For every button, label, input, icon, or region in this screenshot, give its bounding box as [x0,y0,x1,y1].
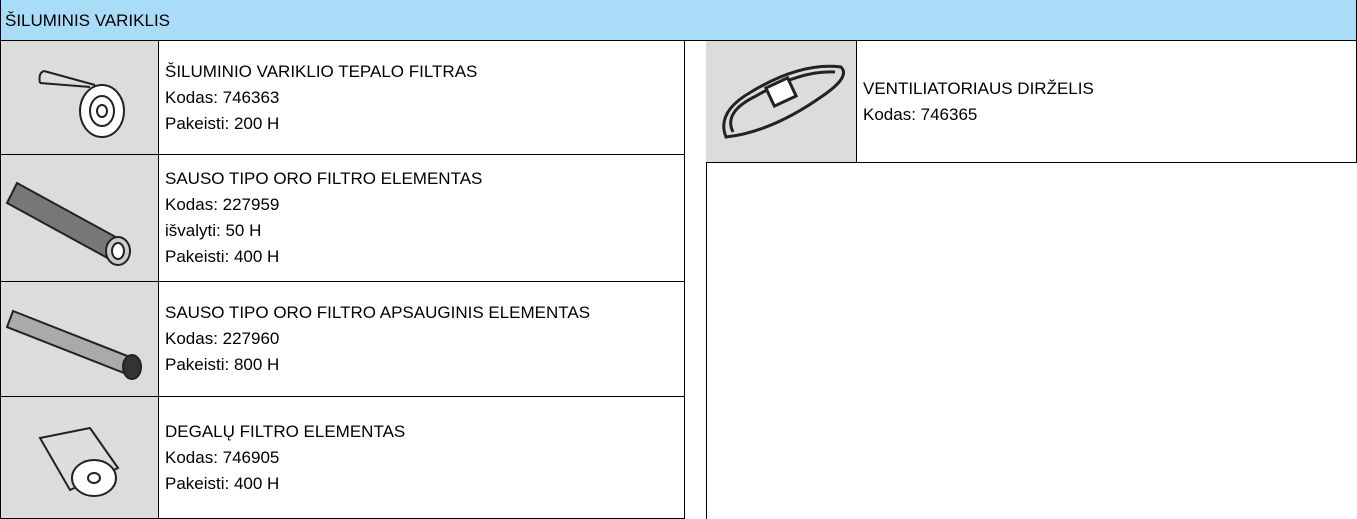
item-line: Kodas: 227960 [165,329,280,348]
item-line: SAUSO TIPO ORO FILTRO ELEMENTAS [165,169,483,188]
item-image [706,41,857,163]
item-image [1,397,159,519]
item-line: DEGALŲ FILTRO ELEMENTAS [165,421,406,441]
item-line: Kodas: 746905 [165,447,280,467]
item-text: DEGALŲ FILTRO ELEMENTAS Kodas: 746905 Pake… [158,397,685,519]
item-text: VENTILIATORIAUS DIRŽELIS Kodas: 746365 [856,41,1357,163]
item-image [1,282,159,397]
item-line: SAUSO TIPO ORO FILTRO APSAUGINIS ELEMENT… [165,303,591,322]
item-image [1,41,159,155]
item-line: Kodas: 746363 [165,87,280,107]
item-line: Kodas: 746365 [863,104,978,124]
item-line: Pakeisti: 400 H [165,247,280,266]
section-header: ŠILUMINIS VARIKLIS [1,0,1357,41]
item-line: Pakeisti: 200 H [165,113,280,133]
item-line: ŠILUMINIO VARIKLIO TEPALO FILTRAS [165,61,478,81]
item-line: Kodas: 227959 [165,195,280,214]
item-line: Pakeisti: 800 H [165,355,280,374]
divider [706,41,707,519]
item-line: Pakeisti: 400 H [165,473,280,493]
item-line: išvalyti: 50 H [165,221,262,240]
item-text: SAUSO TIPO ORO FILTRO ELEMENTAS Kodas: 22… [158,155,685,282]
item-text: SAUSO TIPO ORO FILTRO APSAUGINIS ELEMENT… [158,282,685,397]
item-line: VENTILIATORIAUS DIRŽELIS [863,78,1094,98]
item-image [1,155,159,282]
item-text: ŠILUMINIO VARIKLIO TEPALO FILTRAS Kodas: … [158,41,685,155]
